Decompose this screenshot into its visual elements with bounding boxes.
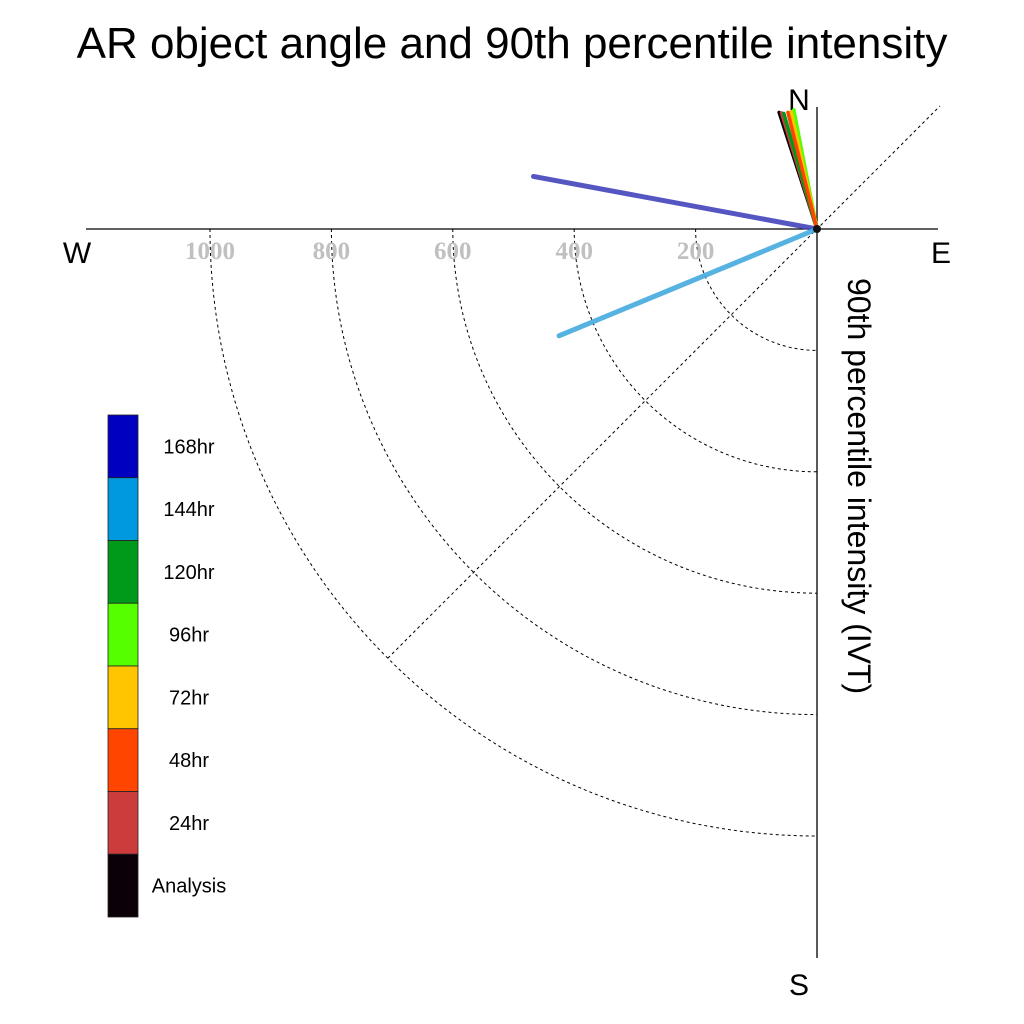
legend-swatch-72hr [107, 665, 139, 730]
tick-label-600: 600 [434, 238, 472, 265]
legend-label-24hr: 24hr [169, 813, 209, 835]
legend-swatch-96hr [107, 602, 139, 667]
tick-label-800: 800 [313, 238, 351, 265]
grid-ring-1000 [209, 228, 818, 837]
tick-label-400: 400 [555, 238, 593, 265]
legend-label-72hr: 72hr [169, 687, 209, 709]
grid [209, 105, 941, 837]
vector-48hr [786, 110, 819, 231]
vector-144hr [556, 226, 820, 339]
legend-label-120hr: 120hr [163, 562, 214, 584]
legend-swatch-analysis [107, 853, 139, 918]
tick-label-1000: 1000 [185, 238, 235, 265]
grid-diagonal [387, 105, 941, 659]
origin-point [813, 225, 821, 233]
legend-label-96hr: 96hr [169, 625, 209, 647]
legend: 168hr 144hr 120hr 96hr 72hr 48hr 24hr Analysis [107, 414, 226, 918]
legend-swatch-168hr [107, 414, 139, 479]
legend-swatch-144hr [107, 477, 139, 541]
vector-168hr [531, 173, 820, 232]
legend-label-144hr: 144hr [163, 499, 214, 521]
legend-swatch-120hr [107, 540, 139, 604]
axes [86, 107, 938, 958]
grid-ring-400 [573, 228, 818, 473]
compass-south: S [789, 969, 809, 1002]
vectors [531, 108, 821, 339]
y-axis-label: 90th percentile intensity (IVT) [841, 278, 877, 694]
grid-ring-600 [452, 228, 818, 594]
chart-title: AR object angle and 90th percentile inte… [77, 19, 948, 68]
compass-east: E [931, 237, 951, 270]
legend-swatch-48hr [107, 728, 139, 792]
legend-label-analysis: Analysis [152, 876, 226, 898]
radial-tick-labels: 200 400 600 800 1000 [185, 238, 714, 265]
grid-ring-200 [695, 228, 818, 351]
tick-label-200: 200 [677, 238, 715, 265]
compass-west: W [63, 237, 92, 270]
legend-label-168hr: 168hr [163, 436, 214, 458]
legend-swatch-24hr [107, 791, 139, 855]
grid-ring-800 [330, 228, 818, 716]
legend-label-48hr: 48hr [169, 750, 209, 772]
